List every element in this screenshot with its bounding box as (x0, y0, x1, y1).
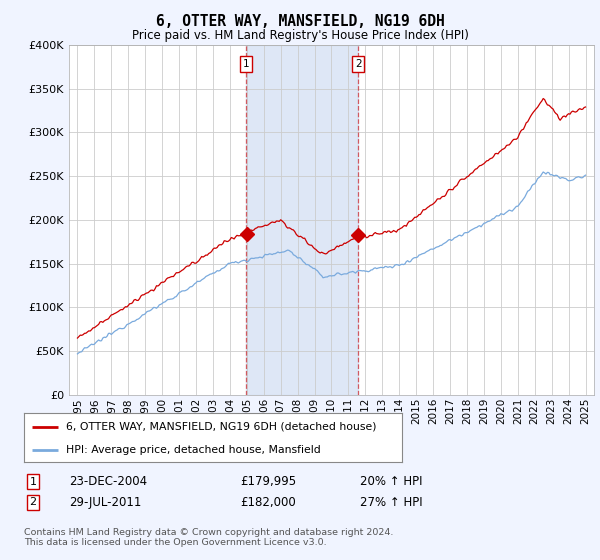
Text: Price paid vs. HM Land Registry's House Price Index (HPI): Price paid vs. HM Land Registry's House … (131, 29, 469, 42)
Text: £179,995: £179,995 (240, 475, 296, 488)
Text: Contains HM Land Registry data © Crown copyright and database right 2024.
This d: Contains HM Land Registry data © Crown c… (24, 528, 394, 547)
Text: 29-JUL-2011: 29-JUL-2011 (69, 496, 142, 509)
Text: 1: 1 (243, 59, 250, 69)
Text: 2: 2 (355, 59, 362, 69)
Text: 6, OTTER WAY, MANSFIELD, NG19 6DH: 6, OTTER WAY, MANSFIELD, NG19 6DH (155, 14, 445, 29)
Text: 2: 2 (29, 497, 37, 507)
Text: 6, OTTER WAY, MANSFIELD, NG19 6DH (detached house): 6, OTTER WAY, MANSFIELD, NG19 6DH (detac… (65, 422, 376, 432)
Bar (247, 45, 358, 395)
Text: 20% ↑ HPI: 20% ↑ HPI (360, 475, 422, 488)
Text: £182,000: £182,000 (240, 496, 296, 509)
Text: HPI: Average price, detached house, Mansfield: HPI: Average price, detached house, Mans… (65, 445, 320, 455)
Text: 1: 1 (29, 477, 37, 487)
Text: 23-DEC-2004: 23-DEC-2004 (69, 475, 147, 488)
Text: 27% ↑ HPI: 27% ↑ HPI (360, 496, 422, 509)
